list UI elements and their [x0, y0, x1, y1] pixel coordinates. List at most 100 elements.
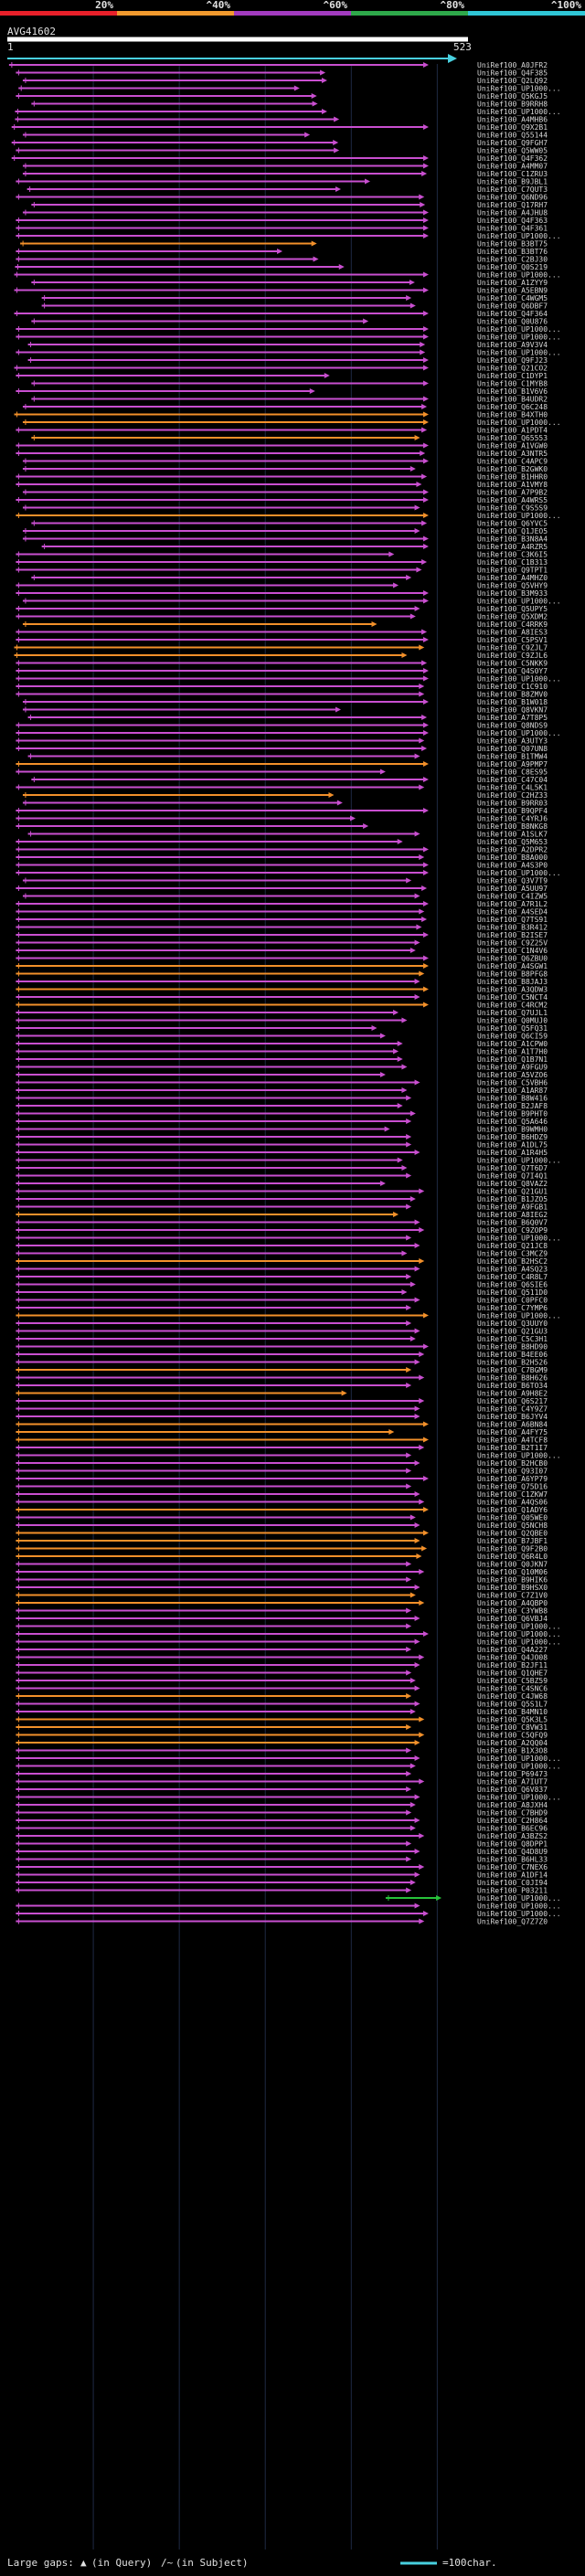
hit-row[interactable]: UniRef100_Q1ADY6: [16, 1506, 548, 1514]
hit-row[interactable]: UniRef100_A0JFR2: [8, 61, 548, 69]
hit-row[interactable]: UniRef100_Q4F362: [11, 154, 548, 163]
hit-label[interactable]: UniRef100_C1C910: [477, 683, 548, 691]
hit-label[interactable]: UniRef100_Q5K3L5: [477, 1716, 548, 1724]
hit-label[interactable]: UniRef100_Q9F2B0: [477, 1545, 548, 1553]
hit-label[interactable]: UniRef100_C3K6I5: [477, 551, 548, 559]
hit-label[interactable]: UniRef100_A6YP79: [477, 1475, 548, 1483]
hit-label[interactable]: UniRef100_Q5A646: [477, 1118, 548, 1126]
hit-row[interactable]: UniRef100_Q4F364: [14, 310, 548, 318]
hit-label[interactable]: UniRef100_B6HDZ9: [477, 1133, 548, 1141]
hit-label[interactable]: UniRef100_B8ZMV0: [477, 691, 548, 699]
hit-row[interactable]: UniRef100_P03211: [16, 1887, 548, 1895]
hit-row[interactable]: UniRef100_C3MCZ9: [16, 1250, 548, 1258]
hit-label[interactable]: UniRef100_A4S3P0: [477, 862, 548, 870]
hit-label[interactable]: UniRef100_C4R8L7: [477, 1273, 548, 1281]
hit-label[interactable]: UniRef100_Q4D8U9: [477, 1848, 548, 1856]
hit-row[interactable]: UniRef100_Q21CO2: [14, 365, 548, 373]
hit-row[interactable]: UniRef100_C7QUT3: [27, 186, 548, 194]
hit-row[interactable]: UniRef100_B3M933: [16, 589, 548, 598]
hit-label[interactable]: UniRef100_Q65553: [477, 434, 548, 442]
hit-label[interactable]: UniRef100_B2ISE7: [477, 931, 548, 939]
hit-label[interactable]: UniRef100_Q17RH7: [477, 201, 548, 209]
hit-label[interactable]: UniRef100_B1X3O8: [477, 1747, 548, 1755]
hit-label[interactable]: UniRef100_P03211: [477, 1887, 548, 1895]
hit-label[interactable]: UniRef100_B1W018: [477, 698, 548, 706]
hit-label[interactable]: UniRef100_B2H526: [477, 1359, 548, 1367]
hit-label[interactable]: UniRef100_C4YRJ6: [477, 815, 548, 823]
hit-row[interactable]: UniRef100_C3YWB8: [16, 1607, 548, 1616]
hit-row[interactable]: UniRef100_Q9TPT1: [16, 567, 548, 575]
hit-label[interactable]: UniRef100_C0PFC0: [477, 1297, 548, 1305]
hit-row[interactable]: UniRef100_B9RRH8: [31, 101, 548, 109]
hit-label[interactable]: UniRef100_Q6ZBU0: [477, 955, 548, 963]
hit-label[interactable]: UniRef100_C5NKK9: [477, 660, 548, 668]
hit-row[interactable]: UniRef100_Q7UJL1: [16, 1009, 548, 1017]
hit-label[interactable]: UniRef100_Q4S0Y7: [477, 667, 548, 675]
hit-label[interactable]: UniRef100_B3R412: [477, 924, 548, 932]
hit-label[interactable]: UniRef100_A4QS06: [477, 1499, 548, 1507]
hit-row[interactable]: UniRef100_B2GWK0: [22, 465, 548, 473]
hit-label[interactable]: UniRef100_A3BZS2: [477, 1832, 548, 1840]
hit-row[interactable]: UniRef100_C7BHD9: [16, 1809, 548, 1818]
hit-label[interactable]: UniRef100_A7R1L2: [477, 900, 548, 908]
hit-label[interactable]: UniRef100_Q93I07: [477, 1468, 548, 1476]
hit-row[interactable]: UniRef100_Q5NCH8: [16, 1521, 548, 1530]
hit-label[interactable]: UniRef100_Q75D16: [477, 1483, 548, 1491]
hit-label[interactable]: UniRef100_Q5FQ31: [477, 1024, 548, 1033]
hit-row[interactable]: UniRef100_B2JAF8: [16, 1102, 548, 1110]
hit-row[interactable]: UniRef100_Q4F385: [16, 69, 548, 78]
hit-row[interactable]: UniRef100_UP1000...: [16, 1910, 561, 1918]
hit-label[interactable]: UniRef100_B3N8A4: [477, 535, 548, 544]
hit-label[interactable]: UniRef100_C7BHD9: [477, 1809, 548, 1818]
hit-label[interactable]: UniRef100_C5C3H1: [477, 1335, 548, 1343]
hit-row[interactable]: UniRef100_B9WMH0: [16, 1126, 548, 1134]
hit-row[interactable]: UniRef100_UP1000...: [16, 334, 561, 342]
hit-row[interactable]: UniRef100_Q6ZBU0: [16, 955, 548, 963]
hit-label[interactable]: UniRef100_C9S5S9: [477, 504, 548, 513]
hit-row[interactable]: UniRef100_UP1000...: [16, 675, 561, 684]
hit-row[interactable]: UniRef100_A9FGB1: [16, 1203, 548, 1212]
hit-row[interactable]: UniRef100_Q9F2B0: [16, 1545, 548, 1553]
hit-row[interactable]: UniRef100_Q7TS91: [16, 916, 548, 924]
hit-row[interactable]: UniRef100_A1SLK7: [27, 831, 548, 839]
hit-label[interactable]: UniRef100_A4JHU8: [477, 209, 548, 217]
hit-label[interactable]: UniRef100_C4IZW5: [477, 893, 548, 901]
hit-label[interactable]: UniRef100_A4SGW1: [477, 962, 548, 970]
hit-row[interactable]: UniRef100_C0JI94: [16, 1879, 548, 1887]
hit-row[interactable]: UniRef100_B9QPF4: [16, 807, 548, 815]
hit-label[interactable]: UniRef100_Q4F385: [477, 69, 548, 78]
hit-row[interactable]: UniRef100_C4L5K1: [16, 784, 548, 792]
hit-row[interactable]: UniRef100_C9ZJL6: [14, 652, 548, 660]
hit-label[interactable]: UniRef100_B3BT76: [477, 248, 548, 256]
hit-label[interactable]: UniRef100_Q9FGH7: [477, 139, 548, 147]
hit-label[interactable]: UniRef100_Q8NDS9: [477, 722, 548, 730]
hit-label[interactable]: UniRef100_B9RR03: [477, 800, 548, 808]
hit-label[interactable]: UniRef100_A4FY75: [477, 1428, 548, 1436]
hit-row[interactable]: UniRef100_C4JW68: [16, 1692, 548, 1701]
hit-row[interactable]: UniRef100_B7JBF1: [16, 1537, 548, 1545]
hit-label[interactable]: UniRef100_Q21CO2: [477, 365, 548, 373]
hit-row[interactable]: UniRef100_C4Y9Z7: [16, 1405, 548, 1414]
hit-label[interactable]: UniRef100_UP1000...: [477, 1452, 561, 1460]
hit-label[interactable]: UniRef100_Q3UUY0: [477, 1320, 548, 1328]
hit-label[interactable]: UniRef100_C7Z1V0: [477, 1592, 548, 1600]
hit-row[interactable]: UniRef100_B8H626: [16, 1374, 548, 1383]
hit-label[interactable]: UniRef100_B4EE06: [477, 1351, 548, 1359]
hit-row[interactable]: UniRef100_Q9FJ23: [27, 356, 548, 365]
hit-label[interactable]: UniRef100_Q7TS91: [477, 916, 548, 924]
hit-row[interactable]: UniRef100_A3BZS2: [16, 1832, 548, 1840]
hit-row[interactable]: UniRef100_Q05WE0: [16, 1514, 548, 1522]
hit-label[interactable]: UniRef100_B2GWK0: [477, 465, 548, 473]
hit-row[interactable]: UniRef100_C4APC9: [22, 458, 548, 466]
hit-label[interactable]: UniRef100_C0JI94: [477, 1879, 548, 1887]
hit-row[interactable]: UniRef100_Q75D16: [16, 1483, 548, 1491]
hit-label[interactable]: UniRef100_Q5UPY5: [477, 605, 548, 613]
hit-label[interactable]: UniRef100_B9HSX0: [477, 1584, 548, 1592]
hit-label[interactable]: UniRef100_Q05WE0: [477, 1514, 548, 1522]
hit-row[interactable]: UniRef100_Q6ND96: [16, 194, 548, 202]
hit-row[interactable]: UniRef100_B2T1I7: [16, 1444, 548, 1452]
hit-label[interactable]: UniRef100_C3MCZ9: [477, 1250, 548, 1258]
hit-label[interactable]: UniRef100_UP1000...: [477, 1235, 561, 1243]
hit-label[interactable]: UniRef100_C2BJ30: [477, 256, 548, 264]
hit-label[interactable]: UniRef100_Q9FJ23: [477, 356, 548, 365]
